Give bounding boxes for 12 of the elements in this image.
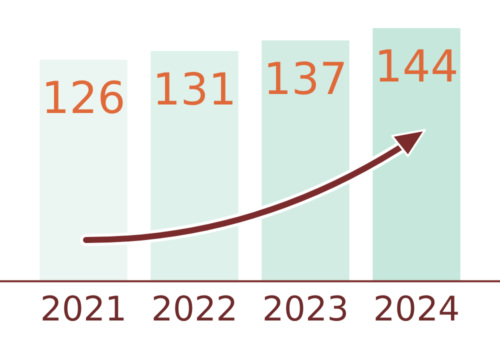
data-label: 137 — [264, 54, 348, 105]
data-label: 126 — [42, 73, 126, 124]
x-tick-label: 2022 — [151, 289, 238, 330]
data-label: 131 — [152, 64, 236, 116]
x-tick-label: 2023 — [262, 289, 349, 330]
bar — [372, 28, 460, 282]
bar — [262, 40, 350, 282]
data-label: 144 — [374, 42, 458, 93]
bar — [40, 60, 128, 282]
x-tick-label: 2024 — [373, 289, 460, 330]
x-tick-label: 2021 — [40, 289, 127, 330]
bar — [150, 50, 238, 282]
